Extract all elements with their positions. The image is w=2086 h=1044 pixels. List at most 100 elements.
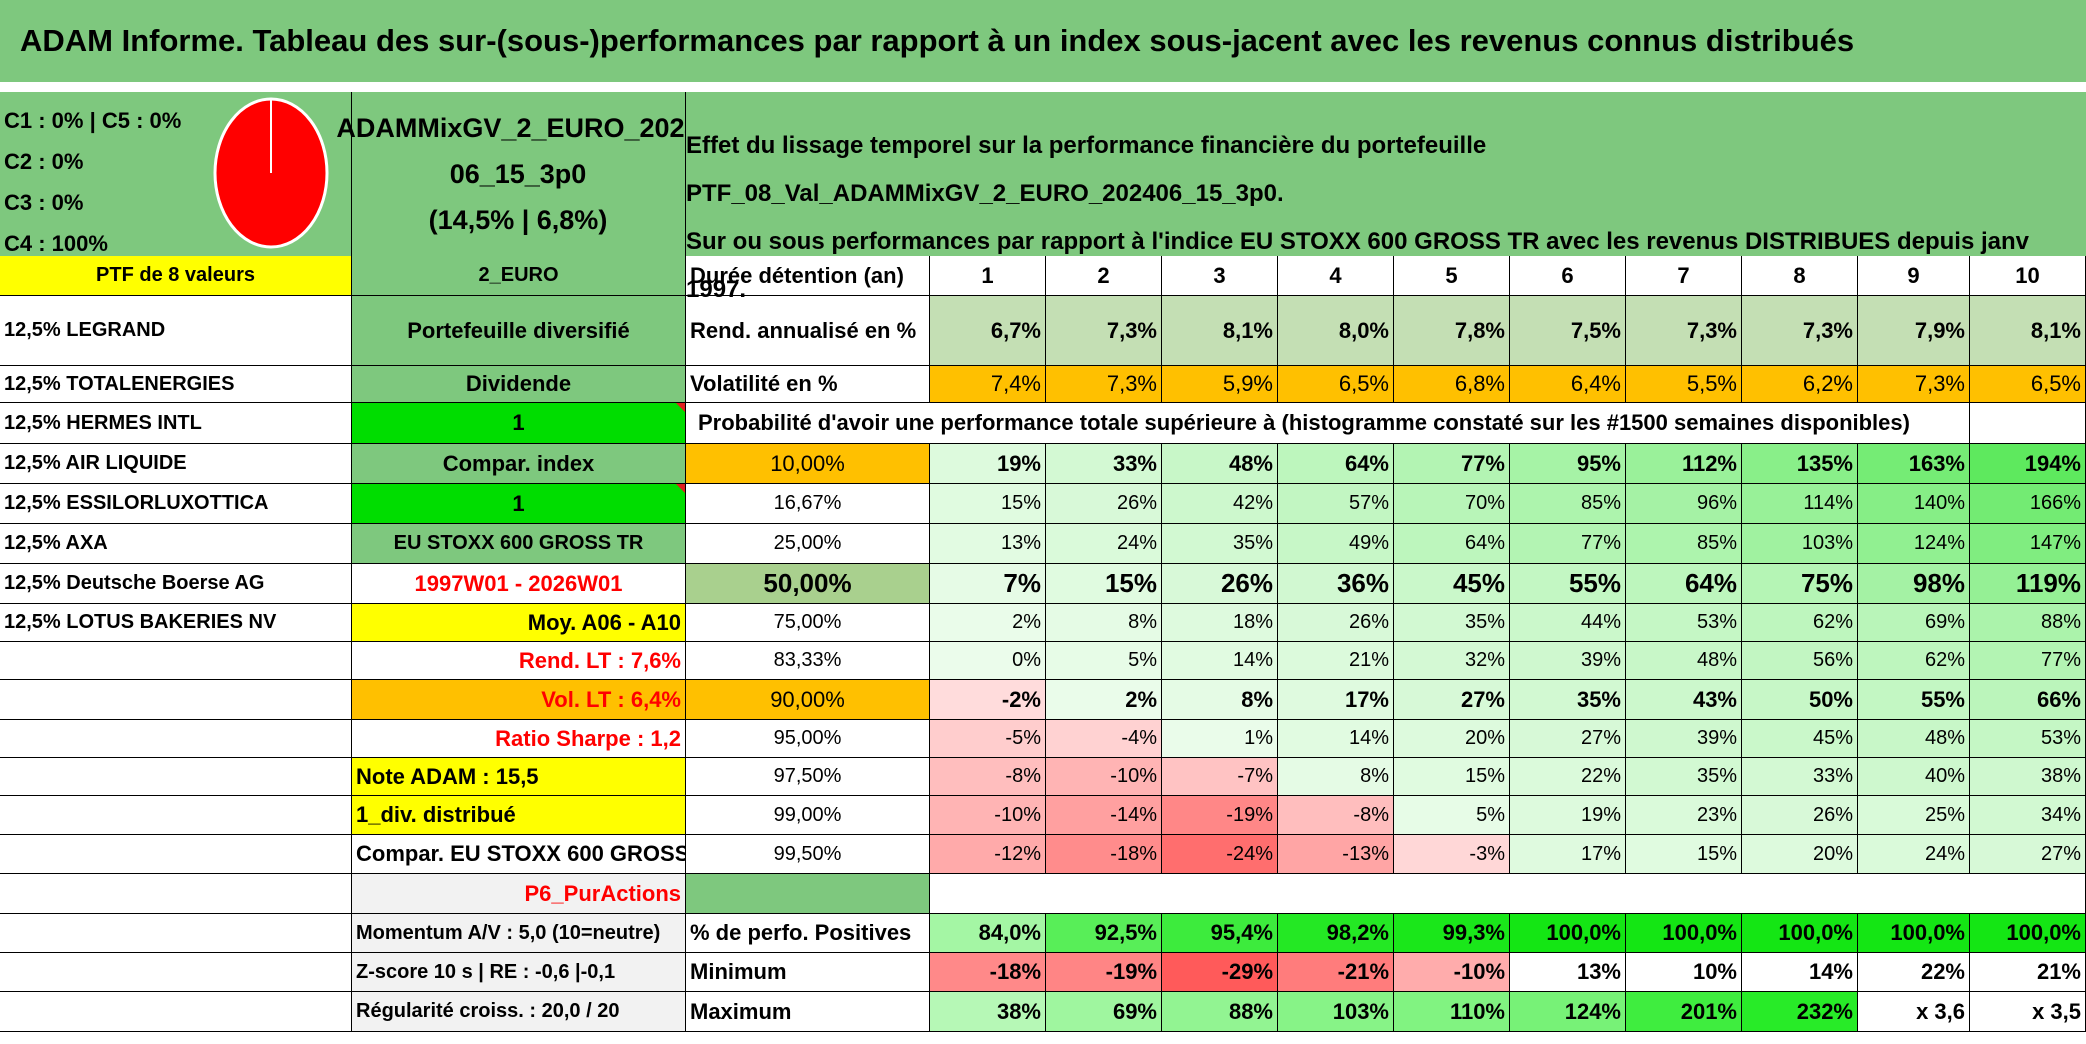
year-header: 10 bbox=[1970, 256, 2086, 296]
year-header: 3 bbox=[1162, 256, 1278, 296]
volatility-value: 6,4% bbox=[1510, 366, 1626, 403]
probability-value: 20% bbox=[1394, 720, 1510, 758]
long-term-return: Rend. LT : 7,6% bbox=[352, 642, 686, 680]
probability-value: 70% bbox=[1394, 484, 1510, 524]
year-header: 5 bbox=[1394, 256, 1510, 296]
probability-value: 53% bbox=[1970, 720, 2086, 758]
holding-row: 12,5% LEGRAND bbox=[0, 296, 352, 366]
selector-value-2: 1 bbox=[352, 484, 686, 524]
quantile-label: 97,50% bbox=[686, 758, 930, 796]
probability-value: 23% bbox=[1626, 796, 1742, 835]
portfolio-size-label: PTF de 8 valeurs bbox=[0, 256, 352, 296]
probability-value: 5% bbox=[1046, 642, 1162, 680]
maximum-value: 38% bbox=[930, 992, 1046, 1032]
minimum-value: -29% bbox=[1162, 953, 1278, 992]
minimum-value: 22% bbox=[1858, 953, 1970, 992]
minimum-value: -21% bbox=[1278, 953, 1394, 992]
probability-value: 77% bbox=[1510, 524, 1626, 564]
empty-cell bbox=[0, 758, 352, 796]
probability-value: 38% bbox=[1970, 758, 2086, 796]
holding-row: 12,5% Deutsche Boerse AG bbox=[0, 564, 352, 604]
year-header: 9 bbox=[1858, 256, 1970, 296]
probability-value: 48% bbox=[1858, 720, 1970, 758]
average-label: Moy. A06 - A10 bbox=[352, 604, 686, 642]
index-name-label: EU STOXX 600 GROSS TR bbox=[352, 524, 686, 564]
empty-green-cell bbox=[686, 874, 930, 914]
probability-value: 7% bbox=[930, 564, 1046, 604]
probability-value: 75% bbox=[1742, 564, 1858, 604]
probability-value: 15% bbox=[930, 484, 1046, 524]
probability-value: 18% bbox=[1162, 604, 1278, 642]
probability-value: 17% bbox=[1278, 680, 1394, 720]
volatility-value: 7,3% bbox=[1046, 366, 1162, 403]
positive-perf-value: 100,0% bbox=[1970, 914, 2086, 953]
positive-perf-value: 98,2% bbox=[1278, 914, 1394, 953]
minimum-value: 13% bbox=[1510, 953, 1626, 992]
probability-value: 20% bbox=[1742, 835, 1858, 874]
probability-value: -7% bbox=[1162, 758, 1278, 796]
probability-value: 48% bbox=[1162, 444, 1278, 484]
probability-value: 42% bbox=[1162, 484, 1278, 524]
quantile-label: 99,00% bbox=[686, 796, 930, 835]
adam-score: Note ADAM : 15,5 bbox=[352, 758, 686, 796]
probability-value: 14% bbox=[1278, 720, 1394, 758]
quantile-label: 25,00% bbox=[686, 524, 930, 564]
empty-cell bbox=[0, 835, 352, 874]
probability-value: 163% bbox=[1858, 444, 1970, 484]
probability-value: -10% bbox=[1046, 758, 1162, 796]
probability-value: 33% bbox=[1742, 758, 1858, 796]
probability-value: 64% bbox=[1394, 524, 1510, 564]
positive-perf-value: 100,0% bbox=[1858, 914, 1970, 953]
probability-value: -14% bbox=[1046, 796, 1162, 835]
probability-value: -12% bbox=[930, 835, 1046, 874]
probability-value: 194% bbox=[1970, 444, 2086, 484]
probability-value: 22% bbox=[1510, 758, 1626, 796]
probability-value: -3% bbox=[1394, 835, 1510, 874]
holding-period-label: Durée détention (an) bbox=[686, 256, 930, 296]
selector-value-1: 1 bbox=[352, 403, 686, 444]
probability-value: 124% bbox=[1858, 524, 1970, 564]
volatility-value: 5,9% bbox=[1162, 366, 1278, 403]
annual-return-value: 7,9% bbox=[1858, 296, 1970, 366]
probability-value: 35% bbox=[1626, 758, 1742, 796]
description-line1: Effet du lissage temporel sur la perform… bbox=[686, 132, 1487, 207]
probability-value: 35% bbox=[1394, 604, 1510, 642]
annual-return-value: 8,1% bbox=[1970, 296, 2086, 366]
probability-value: 36% bbox=[1278, 564, 1394, 604]
probability-value: 33% bbox=[1046, 444, 1162, 484]
minimum-value: -19% bbox=[1046, 953, 1162, 992]
probability-value: 57% bbox=[1278, 484, 1394, 524]
probability-value: 45% bbox=[1394, 564, 1510, 604]
description: Effet du lissage temporel sur la perform… bbox=[686, 122, 2086, 314]
legend-c3: C3 : 0% bbox=[4, 190, 84, 215]
quantile-label: 50,00% bbox=[686, 564, 930, 604]
volatility-value: 7,4% bbox=[930, 366, 1046, 403]
maximum-value: x 3,6 bbox=[1858, 992, 1970, 1032]
probability-value: 55% bbox=[1858, 680, 1970, 720]
positive-perf-value: 92,5% bbox=[1046, 914, 1162, 953]
probability-value: 27% bbox=[1394, 680, 1510, 720]
probability-value: 50% bbox=[1742, 680, 1858, 720]
probability-value: 85% bbox=[1510, 484, 1626, 524]
year-header: 6 bbox=[1510, 256, 1626, 296]
annual-return-value: 6,7% bbox=[930, 296, 1046, 366]
probability-value: 62% bbox=[1742, 604, 1858, 642]
empty-row bbox=[930, 874, 2086, 914]
compare-index-name: Compar. EU STOXX 600 GROSS TR bbox=[352, 835, 686, 874]
annual-return-label: Rend. annualisé en % bbox=[686, 296, 930, 366]
quantile-label: 16,67% bbox=[686, 484, 930, 524]
probability-value: 95% bbox=[1510, 444, 1626, 484]
probability-value: 35% bbox=[1162, 524, 1278, 564]
probability-label: Probabilité d'avoir une performance tota… bbox=[686, 403, 1970, 444]
maximum-value: 88% bbox=[1162, 992, 1278, 1032]
minimum-value: 14% bbox=[1742, 953, 1858, 992]
positive-perf-value: 100,0% bbox=[1510, 914, 1626, 953]
positive-perf-value: 95,4% bbox=[1162, 914, 1278, 953]
probability-value: 32% bbox=[1394, 642, 1510, 680]
probability-value: 8% bbox=[1278, 758, 1394, 796]
probability-value: 112% bbox=[1626, 444, 1742, 484]
probability-value: 44% bbox=[1510, 604, 1626, 642]
class-legend: C1 : 0% | C5 : 0% C2 : 0% C3 : 0% C4 : 1… bbox=[4, 100, 181, 264]
annual-return-value: 8,1% bbox=[1162, 296, 1278, 366]
year-header: 4 bbox=[1278, 256, 1394, 296]
